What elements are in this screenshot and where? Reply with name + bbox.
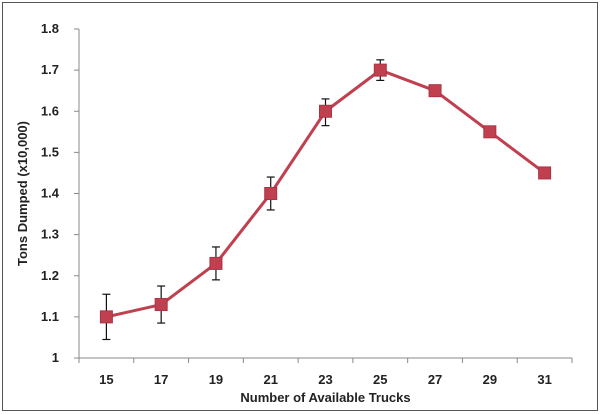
x-tick-label: 21 — [263, 372, 277, 387]
data-markers — [99, 63, 552, 324]
line-chart: 1 1.1 1.2 1.3 1.4 1.5 1.6 1.7 1.8 15 17 19 21 23 25 27… — [15, 21, 573, 405]
data-point — [483, 125, 497, 139]
axes — [78, 29, 572, 359]
y-tick-label: 1.1 — [41, 309, 59, 324]
y-tick-label: 1.2 — [41, 268, 59, 283]
x-tick-label: 31 — [537, 372, 551, 387]
y-axis-title: Tons Dumped (x10,000) — [15, 121, 30, 266]
y-tick-label: 1.8 — [41, 21, 59, 36]
y-tick-label: 1.7 — [41, 62, 59, 77]
x-tick-label: 17 — [154, 372, 168, 387]
x-axis-title: Number of Available Trucks — [240, 390, 410, 405]
data-point — [373, 63, 387, 77]
data-point — [538, 166, 552, 180]
y-tick-label: 1.3 — [41, 227, 59, 242]
x-tick-label: 29 — [483, 372, 497, 387]
x-tick-label: 15 — [99, 372, 113, 387]
x-tick-label: 25 — [373, 372, 387, 387]
data-point — [264, 187, 278, 200]
data-point — [99, 310, 113, 324]
error-bars — [102, 59, 385, 341]
data-point — [209, 256, 223, 270]
y-tick-label: 1.6 — [41, 103, 59, 118]
x-tick-label: 23 — [318, 372, 332, 387]
data-point — [428, 84, 442, 98]
chart-frame: 1 1.1 1.2 1.3 1.4 1.5 1.6 1.7 1.8 15 17 19 21 23 25 27… — [2, 2, 598, 411]
y-tick-label: 1 — [52, 350, 59, 365]
data-point — [319, 104, 332, 118]
y-axis-ticks: 1 1.1 1.2 1.3 1.4 1.5 1.6 1.7 1.8 — [41, 21, 79, 365]
x-axis-ticks: 15 17 19 21 23 25 27 29 31 — [78, 358, 573, 387]
data-point — [154, 298, 168, 312]
x-tick-label: 27 — [428, 372, 442, 387]
x-tick-label: 19 — [209, 372, 223, 387]
y-tick-label: 1.5 — [41, 144, 59, 159]
y-tick-label: 1.4 — [41, 186, 60, 201]
